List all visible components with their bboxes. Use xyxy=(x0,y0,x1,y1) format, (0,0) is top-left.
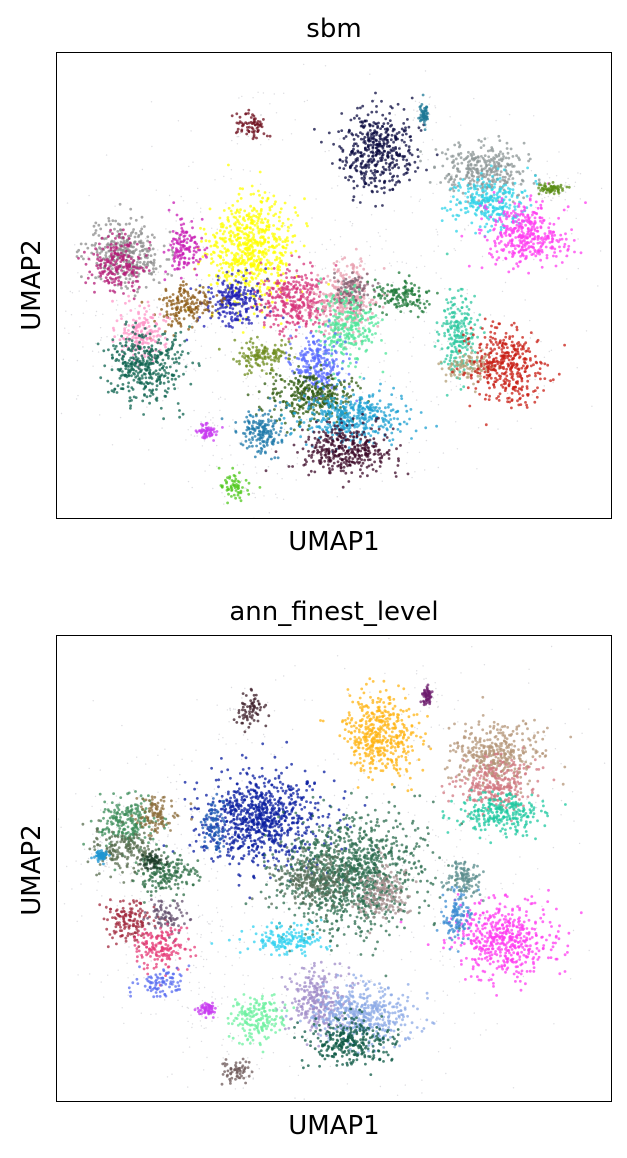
cluster-0 xyxy=(162,740,375,900)
cluster-20 xyxy=(127,964,191,999)
cluster-6 xyxy=(284,319,359,406)
cluster-29 xyxy=(537,181,571,196)
scatter-plot xyxy=(60,63,603,518)
cluster-20 xyxy=(96,320,201,421)
cluster-14 xyxy=(451,317,566,427)
plot-area xyxy=(56,635,612,1102)
cluster-2 xyxy=(185,267,285,342)
cluster-27 xyxy=(232,687,271,734)
cluster-16 xyxy=(199,792,230,853)
cluster-25 xyxy=(226,993,296,1054)
cluster-30 xyxy=(193,1001,217,1019)
scatter-plot xyxy=(57,637,606,1100)
cluster-12 xyxy=(130,795,193,838)
cluster-11 xyxy=(460,182,587,275)
cluster-26 xyxy=(217,466,262,505)
cluster-29 xyxy=(90,849,111,866)
plot-area xyxy=(56,52,612,519)
chart-panel-ann-finest-level: ann_finest_level UMAP1 UMAP2 xyxy=(0,580,627,1158)
x-axis-label: UMAP1 xyxy=(288,527,380,557)
cluster-13 xyxy=(81,819,163,884)
cluster-28 xyxy=(419,683,434,707)
cluster-0 xyxy=(186,163,330,334)
cluster-2 xyxy=(351,848,418,935)
cluster-4 xyxy=(319,677,433,793)
cluster-18 xyxy=(140,280,227,340)
cluster-27 xyxy=(230,108,272,141)
chart-title: ann_finest_level xyxy=(229,597,439,627)
cluster-5 xyxy=(309,277,388,380)
cluster-7 xyxy=(366,271,439,319)
cluster-25 xyxy=(220,396,293,461)
cluster-26 xyxy=(220,1057,254,1086)
cluster-19 xyxy=(133,922,198,987)
cluster-22 xyxy=(275,960,360,1048)
cluster-21 xyxy=(210,918,332,958)
y-axis-label: UMAP2 xyxy=(17,824,47,916)
x-axis-label: UMAP1 xyxy=(288,1111,380,1141)
cluster-5 xyxy=(427,695,573,796)
cluster-17 xyxy=(98,898,167,949)
cluster-23 xyxy=(249,377,438,453)
cluster-30 xyxy=(194,421,224,442)
cluster-10 xyxy=(440,860,485,903)
chart-panel-sbm: sbm UMAP1 UMAP2 xyxy=(17,14,612,557)
background-points xyxy=(57,637,606,1100)
cluster-6 xyxy=(440,746,556,823)
cluster-17 xyxy=(162,201,209,282)
cluster-9 xyxy=(419,134,541,213)
cluster-24 xyxy=(264,412,410,489)
cluster-10 xyxy=(440,164,539,238)
chart-title: sbm xyxy=(306,14,362,44)
cluster-15 xyxy=(138,850,169,871)
cluster-18 xyxy=(142,898,193,943)
y-axis-label: UMAP2 xyxy=(17,239,47,331)
cluster-13 xyxy=(437,346,502,394)
cluster-3 xyxy=(250,838,364,918)
cluster-8 xyxy=(313,91,439,208)
cluster-8 xyxy=(399,888,583,997)
cluster-24 xyxy=(293,1007,400,1076)
cluster-28 xyxy=(417,93,429,131)
cluster-9 xyxy=(435,885,481,953)
cluster-21 xyxy=(217,335,297,382)
cluster-16 xyxy=(77,228,152,301)
cluster-7 xyxy=(441,788,567,845)
